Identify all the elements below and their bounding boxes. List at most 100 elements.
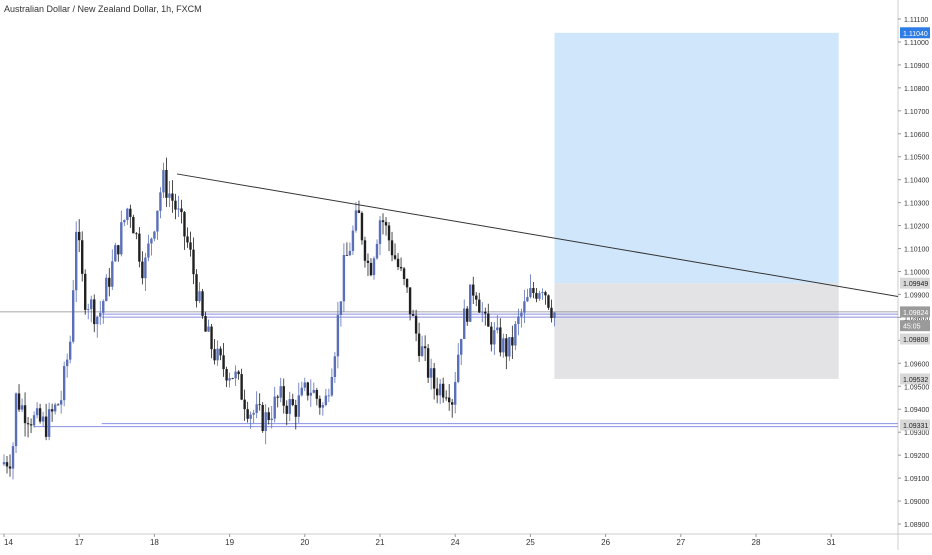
candle-body [436, 389, 438, 396]
candle-body [466, 309, 468, 322]
candle-body [541, 292, 543, 293]
position-stop-zone [554, 283, 838, 379]
candle-body [126, 209, 128, 220]
candle-body [328, 395, 330, 396]
candle-body [370, 263, 372, 275]
candle-body [367, 261, 369, 263]
candle-body [283, 386, 285, 406]
candle-body [475, 296, 477, 300]
candle-body [201, 291, 203, 316]
candle-body [129, 209, 131, 217]
candle-body [277, 397, 279, 398]
price-tick-label: 1.10100 [904, 247, 929, 254]
price-tick-label: 1.09500 [904, 384, 929, 391]
candle-body [301, 388, 303, 396]
candle-body [358, 210, 360, 213]
price-tick-label: 1.09900 [904, 292, 929, 299]
candle-body [114, 245, 116, 261]
candle-body [54, 405, 56, 412]
candle-body [24, 405, 26, 423]
candle-body [66, 360, 68, 366]
candle-body [162, 170, 164, 192]
candle-body [430, 368, 432, 377]
candle-body [445, 398, 447, 399]
candle-body [289, 399, 291, 414]
candle-body [406, 279, 408, 287]
candle-body [331, 377, 333, 395]
candle-body [258, 404, 260, 405]
price-tick-label: 1.09100 [904, 476, 929, 483]
candle-body [544, 292, 546, 295]
candle-body [105, 278, 107, 301]
candle-body [478, 300, 480, 313]
candle-body [168, 193, 170, 197]
candle-body [165, 170, 167, 198]
candle-body [427, 348, 429, 377]
candle-body [457, 355, 459, 382]
candle-body [6, 462, 8, 466]
candle-body [30, 424, 32, 425]
candle-body [412, 314, 414, 316]
candle-body [87, 309, 89, 310]
candle-body [57, 405, 59, 406]
candle-body [523, 301, 525, 312]
candle-body [180, 208, 182, 212]
candle-body [195, 274, 197, 301]
candle-body [493, 330, 495, 344]
price-label-text: 1.09824 [903, 310, 928, 317]
time-tick-label: 26 [601, 538, 610, 547]
candle-body [529, 288, 531, 297]
time-tick-label: 18 [150, 538, 159, 547]
candle-body [84, 274, 86, 310]
price-label-text: 1.09808 [903, 337, 928, 344]
candle-body [451, 402, 453, 404]
candle-body [535, 293, 537, 299]
price-tick-label: 1.11100 [904, 17, 928, 24]
candle-body [454, 382, 456, 405]
candle-body [415, 316, 417, 334]
candle-body [33, 415, 35, 425]
candle-body [280, 386, 282, 398]
candle-body [325, 396, 327, 405]
candle-body [442, 384, 444, 398]
candle-body [117, 245, 119, 254]
candle-body [243, 400, 245, 410]
candle-body [403, 268, 405, 279]
price-tick-label: 1.10200 [904, 224, 929, 231]
candle-body [27, 423, 29, 424]
candle-body [255, 404, 257, 413]
candle-body [550, 308, 552, 318]
candle-body [198, 291, 200, 301]
candle-body [123, 220, 125, 222]
candle-body [532, 288, 534, 293]
candle-body [228, 378, 230, 380]
time-tick-label: 20 [300, 538, 309, 547]
candle-body [102, 301, 104, 313]
candle-body [210, 327, 212, 350]
time-tick-label: 27 [676, 538, 685, 547]
candle-body [216, 349, 218, 361]
time-tick-label: 28 [752, 538, 761, 547]
candle-body [499, 327, 501, 352]
candle-body [159, 192, 161, 210]
candle-body [460, 339, 462, 355]
candle-body [373, 258, 375, 275]
candle-body [252, 413, 254, 415]
candle-body [75, 232, 77, 290]
candle-body [409, 287, 411, 314]
price-label-text: 45:05 [903, 324, 921, 331]
candle-body [286, 406, 288, 414]
candle-body [469, 285, 471, 322]
candle-body [394, 255, 396, 259]
candle-body [313, 390, 315, 393]
candle-body [319, 399, 321, 408]
candle-body [292, 399, 294, 405]
price-tick-label: 1.09000 [904, 499, 929, 506]
candle-body [9, 466, 11, 468]
candle-body [421, 346, 423, 356]
candle-body [463, 309, 465, 339]
candle-body [349, 251, 351, 255]
candle-body [156, 211, 158, 232]
candle-body [322, 405, 324, 408]
